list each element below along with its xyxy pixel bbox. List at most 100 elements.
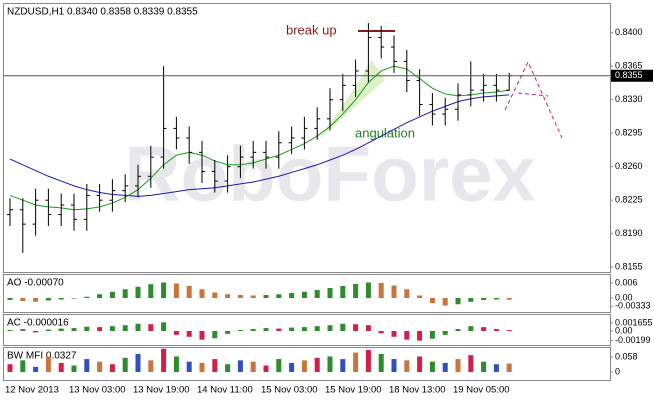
histogram-bar xyxy=(199,330,205,340)
histogram-bar xyxy=(237,330,243,331)
histogram-bar xyxy=(135,286,141,298)
histogram-bar xyxy=(378,353,384,372)
last-price-label: 0.8355 xyxy=(615,70,643,80)
histogram-bar xyxy=(276,294,282,298)
histogram-bar xyxy=(109,364,115,372)
histogram-bar xyxy=(225,294,231,298)
y-tick-label: 0.006 xyxy=(615,277,638,287)
histogram-bar xyxy=(429,298,435,303)
histogram-bar xyxy=(493,329,499,331)
histogram-bar xyxy=(468,298,474,302)
histogram-bar xyxy=(276,359,282,372)
y-tick-label: 0.8260 xyxy=(615,161,643,171)
histogram-bar xyxy=(340,359,346,372)
ac-panel xyxy=(3,314,611,346)
histogram-bar xyxy=(45,356,51,372)
histogram-bar xyxy=(173,330,179,335)
watermark: RoboForex xyxy=(124,130,536,218)
histogram-bar xyxy=(84,359,90,372)
y-tick-label: 0.8330 xyxy=(615,94,643,104)
indicator-title: AC -0.000016 xyxy=(7,318,69,329)
y-tick-label: 0.8365 xyxy=(615,61,643,71)
mfi-panel xyxy=(3,347,611,381)
histogram-bar xyxy=(314,326,320,331)
histogram-bar xyxy=(455,329,461,331)
histogram-bar xyxy=(199,289,205,298)
histogram-bar xyxy=(365,325,371,331)
y-tick-label: 0.8190 xyxy=(615,228,643,238)
y-tick-label: 0.8295 xyxy=(615,128,643,138)
y-tick-label: 0.00 xyxy=(615,325,633,335)
histogram-bar xyxy=(109,291,115,298)
y-tick-label: -0.00199 xyxy=(615,335,651,345)
histogram-bar xyxy=(365,282,371,298)
histogram-bar xyxy=(33,298,39,302)
histogram-bar xyxy=(97,361,103,372)
y-tick-label: 0 xyxy=(615,366,620,376)
x-tick-label: 12 Nov 2013 xyxy=(5,385,59,396)
histogram-bar xyxy=(327,356,333,372)
histogram-bar xyxy=(58,328,64,331)
histogram-bar xyxy=(481,298,487,300)
histogram-bar xyxy=(250,295,256,298)
y-tick-label: 0.001655 xyxy=(615,317,653,327)
histogram-bar xyxy=(429,330,435,339)
annotation: angulation xyxy=(355,125,415,140)
histogram-bar xyxy=(263,365,269,372)
x-tick-label: 15 Nov 03:00 xyxy=(261,385,318,396)
histogram-bar xyxy=(506,298,512,300)
histogram-bar xyxy=(289,362,295,372)
histogram-bar xyxy=(20,360,26,372)
histogram-bar xyxy=(301,291,307,298)
histogram-bar xyxy=(237,295,243,298)
histogram-bar xyxy=(225,364,231,372)
histogram-bar xyxy=(33,330,39,333)
histogram-bar xyxy=(20,329,26,331)
histogram-bar xyxy=(71,328,77,331)
histogram-bar xyxy=(122,325,128,331)
histogram-bar xyxy=(301,327,307,331)
histogram-bar xyxy=(429,361,435,372)
y-tick-label: 0.058 xyxy=(615,351,638,361)
histogram-bar xyxy=(225,330,231,334)
histogram-bar xyxy=(71,298,77,299)
histogram-bar xyxy=(186,286,192,298)
histogram-bar xyxy=(161,348,167,372)
histogram-bar xyxy=(7,364,13,372)
histogram-bar xyxy=(186,330,192,337)
histogram-bar xyxy=(417,295,423,298)
annotation: break up xyxy=(286,22,337,37)
histogram-bar xyxy=(250,329,256,331)
y-tick-label: 0.8400 xyxy=(615,27,643,37)
histogram-bar xyxy=(186,361,192,372)
histogram-bar xyxy=(7,298,13,300)
histogram-bar xyxy=(506,330,512,331)
histogram-bar xyxy=(314,357,320,372)
forecast-line xyxy=(517,92,549,97)
histogram-bar xyxy=(122,357,128,372)
histogram-bar xyxy=(340,323,346,331)
histogram-bar xyxy=(314,290,320,298)
price-panel xyxy=(3,3,611,273)
histogram-bar xyxy=(122,289,128,298)
y-tick-label: 0.00 xyxy=(615,292,633,302)
histogram-bar xyxy=(404,360,410,372)
y-tick-label: -0.00333 xyxy=(615,301,651,311)
histogram-bar xyxy=(84,326,90,331)
y-tick-label: 0.8155 xyxy=(615,262,643,272)
histogram-bar xyxy=(391,285,397,298)
histogram-bar xyxy=(20,298,26,301)
histogram-bar xyxy=(135,323,141,331)
histogram-bar xyxy=(148,360,154,372)
chart-title: NZDUSD,H1 0.8340 0.8358 0.8339 0.8355 xyxy=(7,7,198,18)
histogram-bar xyxy=(506,363,512,372)
histogram-bar xyxy=(263,328,269,331)
histogram-bar xyxy=(212,292,218,298)
histogram-bar xyxy=(417,330,423,341)
histogram-bar xyxy=(289,327,295,331)
histogram-bar xyxy=(199,362,205,372)
histogram-bar xyxy=(7,330,13,331)
histogram-bar xyxy=(45,298,51,301)
histogram-bar xyxy=(468,326,474,331)
